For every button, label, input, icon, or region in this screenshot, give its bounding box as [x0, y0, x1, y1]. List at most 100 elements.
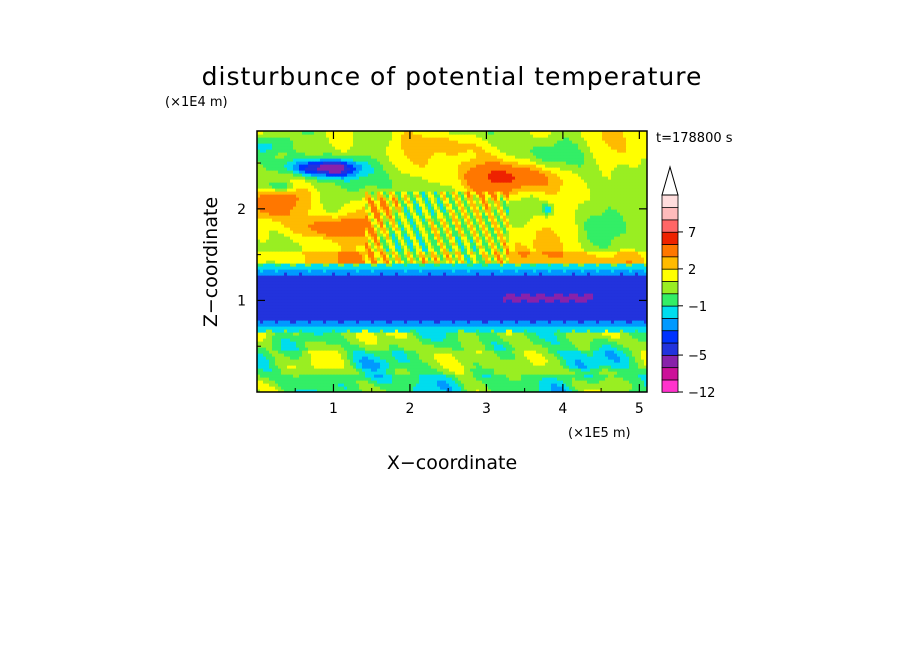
- heatmap-cell: [338, 314, 342, 318]
- heatmap-cell: [590, 311, 594, 315]
- heatmap-cell: [287, 368, 291, 372]
- heatmap-cell: [404, 323, 408, 327]
- heatmap-cell: [485, 281, 489, 285]
- heatmap-cell: [512, 299, 516, 303]
- heatmap-cell: [572, 317, 576, 321]
- heatmap-cell: [371, 359, 375, 363]
- heatmap-cell: [311, 302, 315, 306]
- heatmap-cell: [374, 302, 378, 306]
- heatmap-cell: [527, 290, 531, 294]
- heatmap-cell: [590, 278, 594, 282]
- heatmap-cell: [503, 311, 507, 315]
- heatmap-cell: [269, 311, 273, 315]
- heatmap-cell: [632, 302, 636, 306]
- heatmap-cell: [578, 380, 582, 384]
- heatmap-cell: [308, 344, 312, 348]
- heatmap-cell: [587, 380, 591, 384]
- heatmap-cell: [446, 320, 450, 324]
- heatmap-cell: [638, 362, 642, 366]
- heatmap-cell: [380, 365, 384, 369]
- heatmap-cell: [503, 347, 507, 351]
- heatmap-cell: [410, 275, 414, 279]
- heatmap-cell: [623, 341, 627, 345]
- heatmap-cell: [437, 305, 441, 309]
- heatmap-cell: [365, 386, 369, 390]
- heatmap-cell: [467, 359, 471, 363]
- heatmap-cell: [569, 332, 573, 336]
- heatmap-cell: [398, 326, 402, 330]
- heatmap-cell: [590, 347, 594, 351]
- heatmap-cell: [368, 290, 372, 294]
- heatmap-cell: [422, 374, 426, 378]
- heatmap-cell: [551, 365, 555, 369]
- heatmap-cell: [257, 305, 261, 309]
- heatmap-cell: [497, 389, 501, 392]
- heatmap-cell: [272, 335, 276, 339]
- heatmap-cell: [593, 326, 597, 330]
- heatmap-cell: [548, 371, 552, 375]
- heatmap-cell: [497, 353, 501, 357]
- heatmap-cell: [548, 356, 552, 360]
- heatmap-cell: [581, 281, 585, 285]
- heatmap-cell: [644, 374, 647, 378]
- heatmap-cell: [518, 374, 522, 378]
- heatmap-cell: [632, 305, 636, 309]
- heatmap-cell: [395, 359, 399, 363]
- heatmap-cell: [452, 386, 456, 390]
- heatmap-cell: [365, 302, 369, 306]
- heatmap-cell: [473, 290, 477, 294]
- heatmap-cell: [407, 314, 411, 318]
- heatmap-cell: [608, 341, 612, 345]
- heatmap-cell: [383, 311, 387, 315]
- heatmap-cell: [425, 359, 429, 363]
- heatmap-cell: [629, 380, 633, 384]
- heatmap-cell: [263, 359, 267, 363]
- heatmap-cell: [362, 335, 366, 339]
- heatmap-cell: [551, 356, 555, 360]
- heatmap-cell: [629, 374, 633, 378]
- heatmap-cell: [332, 338, 336, 342]
- heatmap-cell: [308, 335, 312, 339]
- heatmap-cell: [281, 296, 285, 300]
- heatmap-cell: [488, 326, 492, 330]
- heatmap-cell: [386, 344, 390, 348]
- heatmap-cell: [620, 308, 624, 312]
- heatmap-cell: [515, 380, 519, 384]
- heatmap-cell: [410, 365, 414, 369]
- heatmap-cell: [434, 326, 438, 330]
- heatmap-cell: [347, 311, 351, 315]
- heatmap-cell: [479, 374, 483, 378]
- heatmap-cell: [455, 368, 459, 372]
- heatmap-cell: [371, 293, 375, 297]
- heatmap-cell: [563, 302, 567, 306]
- heatmap-cell: [263, 314, 267, 318]
- heatmap-cell: [554, 317, 558, 321]
- heatmap-cell: [368, 281, 372, 285]
- heatmap-cell: [455, 359, 459, 363]
- heatmap-cell: [557, 368, 561, 372]
- heatmap-cell: [452, 353, 456, 357]
- heatmap-cell: [593, 323, 597, 327]
- heatmap-cell: [296, 311, 300, 315]
- heatmap-cell: [464, 290, 468, 294]
- heatmap-cell: [413, 356, 417, 360]
- heatmap-cell: [620, 380, 624, 384]
- heatmap-cell: [569, 308, 573, 312]
- heatmap-cell: [290, 284, 294, 288]
- heatmap-cell: [329, 296, 333, 300]
- heatmap-cell: [287, 356, 291, 360]
- heatmap-cell: [392, 359, 396, 363]
- heatmap-cell: [578, 305, 582, 309]
- heatmap-cell: [476, 386, 480, 390]
- heatmap-cell: [644, 329, 647, 333]
- heatmap-cell: [287, 308, 291, 312]
- heatmap-cell: [314, 347, 318, 351]
- heatmap-cell: [305, 386, 309, 390]
- heatmap-cell: [581, 302, 585, 306]
- heatmap-cell: [446, 353, 450, 357]
- heatmap-cell: [566, 341, 570, 345]
- heatmap-cell: [347, 281, 351, 285]
- heatmap-cell: [599, 299, 603, 303]
- heatmap-cell: [341, 371, 345, 375]
- heatmap-cell: [620, 278, 624, 282]
